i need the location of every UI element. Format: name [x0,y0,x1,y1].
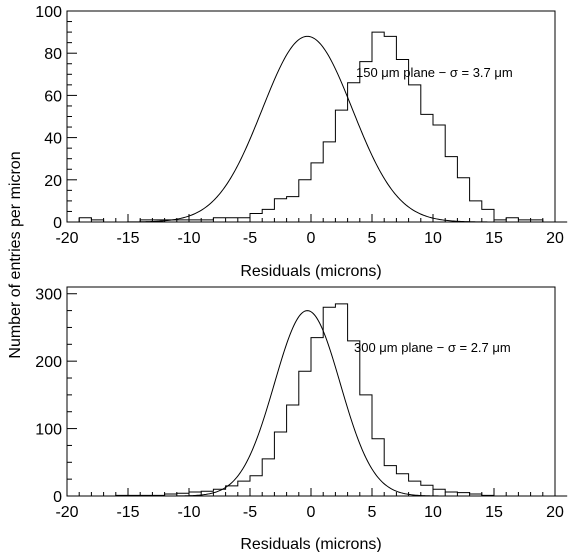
y-tick-label: 300 [35,287,62,304]
y-tick-label: 200 [35,354,62,371]
fit-annotation: 150 μm plane − σ = 3.7 μm [356,65,513,80]
gaussian-fit-curve [142,310,473,497]
x-tick-label: 15 [485,504,503,521]
y-tick-label: 0 [53,489,62,506]
x-tick-label: -10 [177,504,200,521]
x-tick-label: 20 [546,504,564,521]
y-tick-label: 0 [53,215,62,232]
y-tick-label: 100 [35,422,62,439]
x-tick-label: 0 [307,504,316,521]
histogram-series [78,31,568,223]
fit-annotation: 300 μm plane − σ = 2.7 μm [354,340,511,355]
x-tick-label: 15 [485,230,503,247]
top-panel: -20 -15 -10 -5 0 5 10 15 20 0 20 40 60 80 100 150 μm pl… [35,4,568,280]
x-tick-label: 5 [368,230,377,247]
plot-frame [66,10,556,223]
y-tick-label: 60 [44,88,62,105]
x-tick-label: -20 [55,504,78,521]
y-tick-label: 100 [35,4,62,21]
x-tick-label: -5 [243,504,257,521]
y-tick-label: 40 [44,131,62,148]
x-tick-label: -15 [116,230,139,247]
x-tick-label: 5 [368,504,377,521]
x-tick-label: -20 [55,230,78,247]
x-tick-label: -15 [116,504,139,521]
gaussian-fit-curve [81,35,534,223]
y-tick-label: 20 [44,173,62,190]
x-tick-label: -5 [243,230,257,247]
x-tick-label: 10 [424,230,442,247]
histogram-series [79,303,568,497]
x-axis-label: Residuals (microns) [240,263,381,280]
plot-frame [66,286,556,497]
y-tick-label: 80 [44,46,62,63]
x-tick-label: 10 [424,504,442,521]
x-tick-label: 0 [307,230,316,247]
x-axis-label: Residuals (microns) [240,536,381,552]
y-axis-label: Number of entries per micron [7,151,24,358]
x-tick-label: 20 [546,230,564,247]
x-tick-label: -10 [177,230,200,247]
